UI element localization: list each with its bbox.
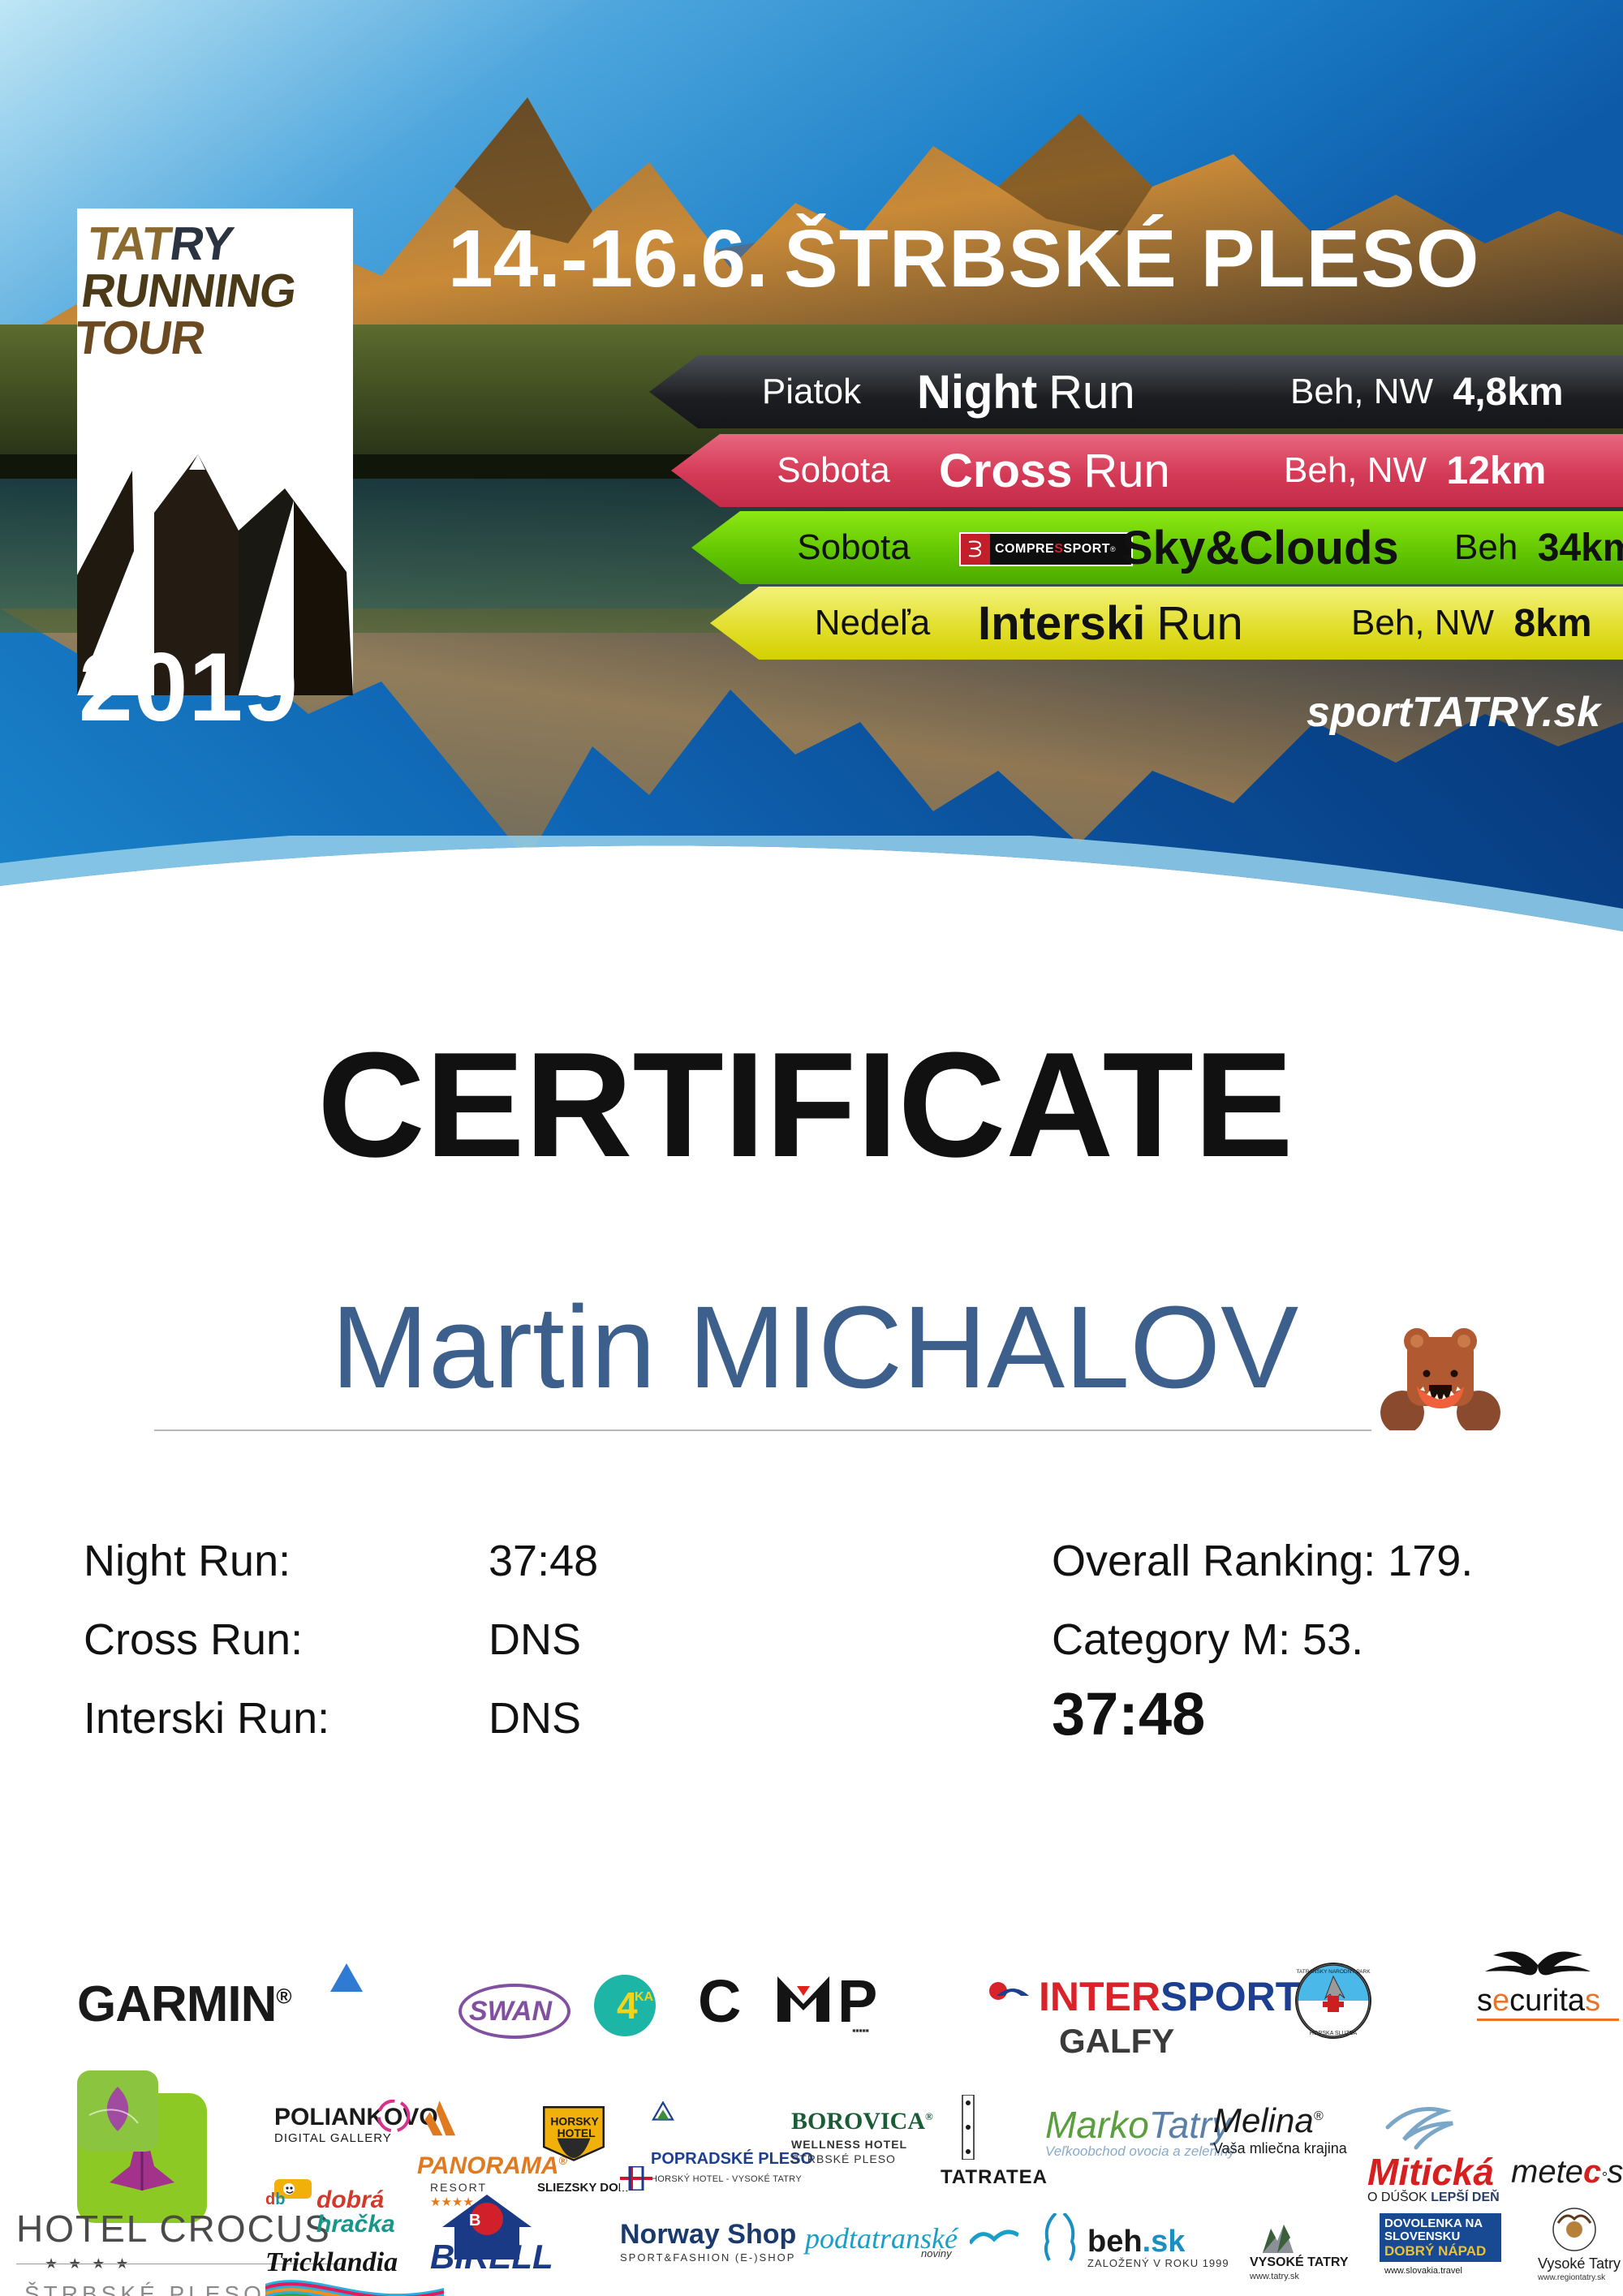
svg-text:HORSKA SLUZBA: HORSKA SLUZBA [1310,2031,1358,2036]
svg-text:C: C [698,1971,740,2035]
svg-text:HORSKY: HORSKY [550,2114,599,2127]
svg-text:TATRANSKY NARODNY PARK: TATRANSKY NARODNY PARK [1296,1969,1371,1975]
svg-text:HOTEL: HOTEL [558,2126,596,2139]
svg-text:KA: KA [635,1990,654,2004]
svg-text:B: B [469,2212,480,2229]
